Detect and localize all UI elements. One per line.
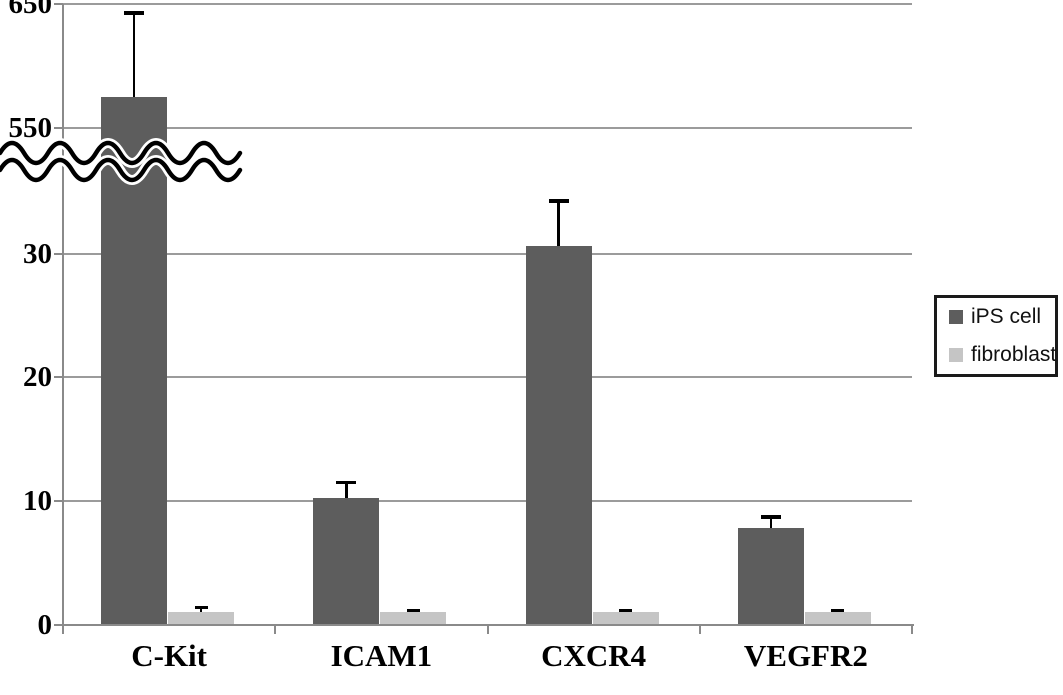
legend-item-fibroblast: fibroblast <box>949 343 1057 367</box>
legend-label-ips-cell: iPS cell <box>971 305 1042 328</box>
error-bar-line <box>557 200 560 247</box>
y-axis-tick-650 <box>54 3 63 5</box>
error-bar-cap <box>760 515 781 519</box>
x-axis-line <box>63 623 914 626</box>
y-axis-tick-label-20: 20 <box>23 361 52 394</box>
y-axis-tick-label-0: 0 <box>37 608 53 641</box>
error-bar-cap <box>831 608 845 613</box>
legend-swatch-fibroblast <box>949 348 963 362</box>
bar-fibroblast-CXCR4 <box>592 612 659 625</box>
bar-iPS-cell-ICAM1 <box>313 498 380 625</box>
error-bar-cap <box>194 605 208 610</box>
bar-fibroblast-ICAM1 <box>380 612 447 625</box>
axis-break-icon <box>0 136 250 193</box>
y-axis-tick-550 <box>54 127 63 129</box>
gridline-30 <box>63 252 912 255</box>
error-bar-line <box>132 12 136 97</box>
y-axis-tick-label-30: 30 <box>23 237 52 270</box>
gridline-650 <box>63 3 912 5</box>
y-axis-tick-20 <box>54 376 63 379</box>
y-axis-tick-0 <box>54 623 63 626</box>
error-bar-cap <box>406 608 420 613</box>
legend-swatch-ips-cell <box>949 310 963 324</box>
x-axis-tick-1 <box>274 625 277 634</box>
legend: iPS cell fibroblast <box>934 295 1058 377</box>
x-axis-label-CXCR4: CXCR4 <box>541 638 647 673</box>
x-axis-label-VEGFR2: VEGFR2 <box>743 638 868 673</box>
legend-label-fibroblast: fibroblast <box>971 343 1057 366</box>
gridline-550 <box>63 127 912 129</box>
error-bar-cap <box>124 11 145 15</box>
bar-iPS-cell-CXCR4 <box>525 246 592 625</box>
bar-fibroblast-VEGFR2 <box>804 612 871 625</box>
bar-fibroblast-C-Kit <box>168 612 235 625</box>
error-bar-line <box>199 607 203 613</box>
x-axis-tick-0 <box>62 625 64 634</box>
gridline-10 <box>63 499 912 502</box>
y-axis-tick-30 <box>54 252 63 255</box>
x-axis-tick-3 <box>698 625 701 634</box>
error-bar-cap <box>619 608 633 613</box>
x-axis-label-ICAM1: ICAM1 <box>330 638 433 673</box>
y-axis-tick-10 <box>54 499 63 502</box>
error-bar-line <box>769 516 773 529</box>
gridline-20 <box>63 376 912 379</box>
y-axis-tick-label-10: 10 <box>23 484 52 517</box>
x-axis-tick-4 <box>911 625 913 634</box>
x-axis-label-C-Kit: C-Kit <box>131 638 207 673</box>
x-axis-tick-2 <box>486 625 489 634</box>
y-axis-line <box>62 4 64 632</box>
bar-iPS-cell-C-Kit <box>101 97 168 625</box>
bar-iPS-cell-VEGFR2 <box>737 528 804 625</box>
error-bar-line <box>345 482 348 499</box>
y-axis-tick-label-650: 650 <box>8 0 53 20</box>
error-bar-cap <box>548 199 569 203</box>
legend-item-ips-cell: iPS cell <box>949 305 1055 329</box>
error-bar-cap <box>336 480 357 485</box>
